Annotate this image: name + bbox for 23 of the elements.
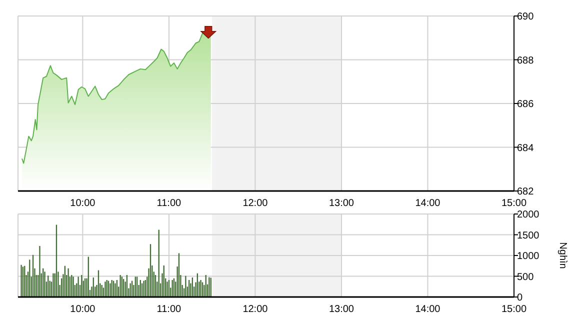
x-tick-label: 15:00 bbox=[501, 198, 527, 209]
x-tick-label: 15:00 bbox=[501, 304, 527, 315]
x-tick-label: 11:00 bbox=[156, 304, 182, 315]
x-tick-label: 11:00 bbox=[156, 198, 182, 209]
y-tick-label: 686 bbox=[517, 99, 534, 110]
y-tick-label: 0 bbox=[517, 292, 523, 304]
y-tick-label: 1500 bbox=[517, 230, 540, 242]
y-tick-label: 688 bbox=[517, 55, 534, 66]
y-tick-label: 682 bbox=[517, 186, 534, 198]
x-tick-label: 10:00 bbox=[70, 198, 96, 209]
y-tick-label: 2000 bbox=[517, 210, 540, 220]
x-tick-label: 12:00 bbox=[242, 198, 268, 209]
x-tick-label: 13:00 bbox=[328, 304, 354, 315]
y-tick-label: 690 bbox=[517, 12, 534, 22]
x-tick-label: 12:00 bbox=[242, 304, 268, 315]
y-tick-label: 1000 bbox=[517, 251, 540, 262]
x-tick-label: 10:00 bbox=[70, 304, 96, 315]
x-tick-label: 14:00 bbox=[415, 304, 441, 315]
y-tick-label: 500 bbox=[517, 272, 534, 283]
x-tick-label: 14:00 bbox=[415, 198, 441, 209]
y-tick-label: 684 bbox=[517, 142, 534, 154]
x-tick-label: 13:00 bbox=[328, 198, 354, 209]
y-axis-title: Nghìn bbox=[557, 242, 568, 269]
